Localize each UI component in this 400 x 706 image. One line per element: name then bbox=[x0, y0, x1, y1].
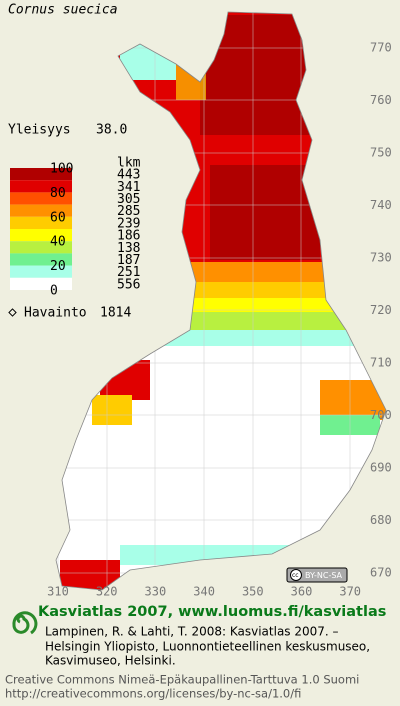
legend-count: 305 bbox=[117, 192, 140, 207]
legend-count: 138 bbox=[117, 241, 140, 256]
species-title: Cornus suecica bbox=[8, 3, 118, 18]
legend-count: 443 bbox=[117, 168, 140, 183]
north-label: 720 bbox=[370, 303, 392, 317]
legend-swatch bbox=[10, 241, 72, 254]
license: Creative Commons Nimeä-Epäkaupallinen-Ta… bbox=[5, 673, 359, 687]
citation: Helsingin Yliopisto, Luonnontieteellinen… bbox=[45, 640, 370, 654]
legend-scale-label: 100 bbox=[50, 162, 73, 177]
legend-scale-label: 40 bbox=[50, 235, 66, 250]
east-label: 320 bbox=[96, 585, 118, 599]
logo bbox=[12, 611, 38, 635]
legend-swatch bbox=[10, 192, 72, 205]
east-label: 330 bbox=[145, 585, 167, 599]
citation: Kasvimuseo, Helsinki. bbox=[45, 654, 176, 668]
svg-text:cc: cc bbox=[292, 572, 299, 579]
observation-count: 1814 bbox=[100, 306, 131, 321]
badge-text: BY-NC-SA bbox=[305, 571, 343, 580]
north-label: 690 bbox=[370, 461, 392, 475]
north-label: 730 bbox=[370, 251, 392, 265]
count-header: lkm bbox=[117, 156, 141, 171]
legend-swatch bbox=[10, 277, 72, 290]
legend-scale-label: 60 bbox=[50, 210, 66, 225]
north-label: 670 bbox=[370, 566, 392, 580]
north-label: 770 bbox=[370, 41, 392, 55]
north-label: 750 bbox=[370, 146, 392, 160]
legend-count: 556 bbox=[117, 277, 140, 292]
observation-label: Havainto bbox=[24, 306, 87, 321]
frequency-label: Yleisyys bbox=[8, 123, 71, 138]
license: http://creativecommons.org/licenses/by-n… bbox=[5, 687, 301, 701]
legend-swatch bbox=[10, 253, 72, 266]
legend-count: 251 bbox=[117, 265, 140, 280]
finland-map bbox=[55, 11, 387, 591]
frequency-value: 38.0 bbox=[96, 123, 127, 138]
north-label: 760 bbox=[370, 93, 392, 107]
citation: Lampinen, R. & Lahti, T. 2008: Kasviatla… bbox=[45, 625, 339, 639]
legend-scale-label: 20 bbox=[50, 259, 66, 274]
observation-marker bbox=[8, 308, 17, 317]
legend-count: 341 bbox=[117, 180, 140, 195]
legend-scale-label: 80 bbox=[50, 186, 66, 201]
legend-swatch bbox=[10, 229, 72, 242]
legend-swatch bbox=[10, 265, 72, 278]
legend-count: 187 bbox=[117, 253, 140, 268]
north-label: 710 bbox=[370, 356, 392, 370]
legend-count: 239 bbox=[117, 216, 140, 231]
north-label: 740 bbox=[370, 198, 392, 212]
cc-badge: cc BY-NC-SA bbox=[286, 567, 348, 583]
east-label: 370 bbox=[339, 585, 361, 599]
east-label: 360 bbox=[291, 585, 313, 599]
brand: Kasviatlas 2007, www.luomus.fi/kasviatla… bbox=[38, 604, 386, 620]
axes: 770 760 750 740 730 720 710 700 690 680 670 310 320 3… bbox=[47, 41, 392, 599]
north-label: 680 bbox=[370, 513, 392, 527]
legend-swatch bbox=[10, 216, 72, 229]
legend-count: 186 bbox=[117, 229, 140, 244]
east-label: 340 bbox=[193, 585, 215, 599]
legend-swatch bbox=[10, 168, 72, 181]
legend-count: 285 bbox=[117, 204, 140, 219]
legend-swatch bbox=[10, 204, 72, 217]
legend-scale-label: 0 bbox=[50, 284, 58, 299]
east-label: 310 bbox=[47, 585, 69, 599]
east-label: 350 bbox=[242, 585, 264, 599]
north-label: 700 bbox=[370, 408, 392, 422]
legend-swatch bbox=[10, 180, 72, 193]
